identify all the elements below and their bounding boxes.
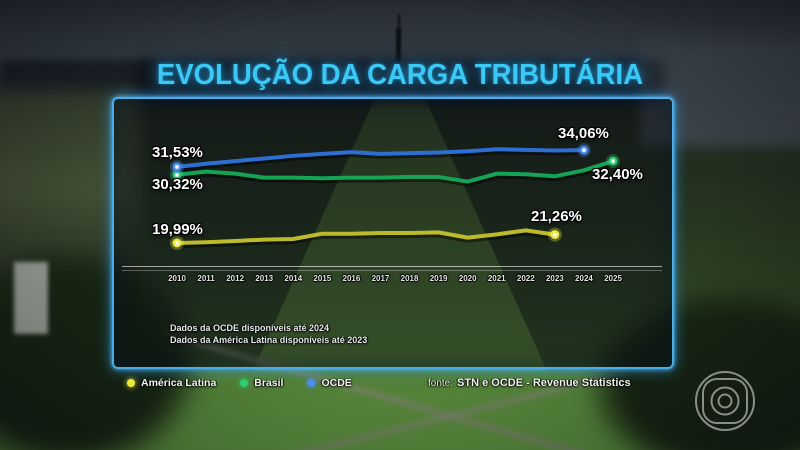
legend-item-américa-latina: América Latina [127,377,216,389]
year-label: 2020 [458,274,477,283]
year-label: 2023 [545,274,564,283]
year-label: 2018 [400,274,419,283]
legend-dot-icon [307,379,316,387]
year-label: 2016 [342,274,361,283]
source-credit: fonte: STN e OCDE - Revenue Statistics [428,377,631,389]
value-label-brasil-2025: 32,40% [592,166,643,183]
tv-tower-silhouette [396,28,401,83]
year-label: 2012 [226,274,245,283]
value-label-brasil-2010: 30,32% [152,176,203,193]
year-label: 2021 [487,274,506,283]
year-label: 2024 [575,274,593,283]
value-label-ocde-2010: 31,53% [152,144,203,161]
chart-legend: América Latina Brasil OCDE [127,377,352,389]
legend-item-brasil: Brasil [240,377,283,389]
value-label-ocde-2024: 34,06% [558,125,609,142]
white-building [14,262,48,334]
legend-item-ocde: OCDE [307,377,352,389]
source-text: STN e OCDE - Revenue Statistics [457,377,631,389]
chart-footnotes: Dados da OCDE disponíveis até 2024 Dados… [170,322,367,346]
value-label-america-latina-2023: 21,26% [531,208,582,225]
legend-label: OCDE [321,377,352,389]
legend-dot-icon [127,379,135,387]
page-title: EVOLUÇÃO DA CARGA TRIBUTÁRIA [156,59,644,91]
year-label: 2025 [604,274,622,283]
x-axis-line [122,266,662,271]
trees-right [590,290,800,450]
source-prefix: fonte: [428,378,454,389]
title-backdrop [135,58,665,100]
right-buildings [640,22,800,147]
year-label: 2013 [255,274,274,283]
x-axis-year-labels: 2010 2011 2012 2013 2014 2015 2016 2017 2018 2019… [0,274,800,286]
year-label: 2010 [168,274,186,283]
legend-dot-icon [240,379,249,387]
tv-tower-antenna [398,14,400,34]
footnote-america-latina: Dados da América Latina disponíveis até … [170,335,368,345]
value-label-america-latina-2010: 19,99% [152,221,203,238]
year-label: 2011 [197,274,215,283]
year-label: 2015 [313,274,332,283]
legend-label: América Latina [141,377,217,389]
globo-logo-watermark [695,371,755,431]
year-label: 2019 [429,274,448,283]
year-label: 2022 [516,274,535,283]
year-label: 2017 [371,274,390,283]
footnote-ocde: Dados da OCDE disponíveis até 2024 [170,323,330,333]
legend-label: Brasil [254,377,284,389]
year-label: 2014 [284,274,303,283]
